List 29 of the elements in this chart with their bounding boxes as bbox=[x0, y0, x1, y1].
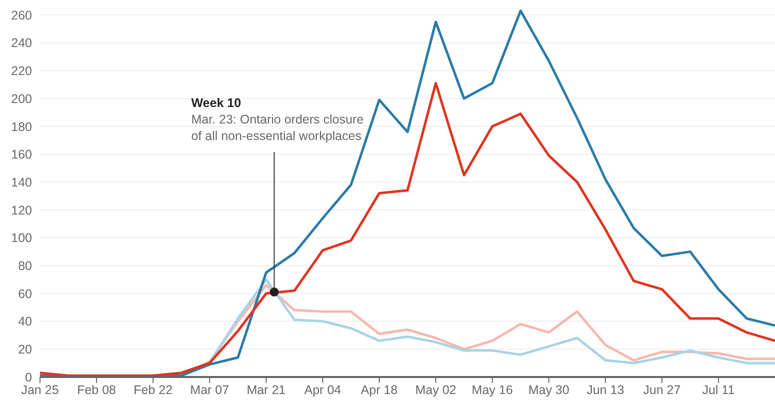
y-tick-label: 40 bbox=[18, 314, 32, 329]
y-tick-label: 200 bbox=[11, 92, 32, 106]
y-tick-label: 240 bbox=[11, 36, 32, 50]
y-tick-label: 260 bbox=[11, 8, 32, 22]
y-tick-label: 120 bbox=[11, 203, 32, 218]
y-tick-label: 0 bbox=[25, 370, 32, 384]
y-tick-label: 160 bbox=[11, 148, 32, 162]
x-tick-label: Apr 18 bbox=[360, 382, 398, 397]
y-tick-label: 20 bbox=[18, 342, 32, 357]
x-tick-label: Mar 07 bbox=[190, 382, 230, 397]
x-tick-label: Jun 13 bbox=[586, 382, 624, 397]
x-tick-label: May 02 bbox=[415, 382, 456, 397]
x-tick-label: May 30 bbox=[528, 382, 570, 397]
y-tick-label: 180 bbox=[11, 120, 32, 134]
x-tick-label: May 16 bbox=[472, 382, 513, 397]
x-tick-label: Mar 21 bbox=[246, 382, 286, 397]
x-tick-label: Jan 25 bbox=[21, 382, 59, 397]
callout-pointer: Week 10 Mar. 23: Ontario orders closure of all non-essential workplaces bbox=[191, 96, 364, 297]
y-tick-label: 80 bbox=[18, 259, 32, 274]
x-tick-label: Feb 22 bbox=[134, 382, 173, 397]
y-tick-label: 220 bbox=[11, 64, 32, 78]
y-tick-label: 140 bbox=[11, 175, 32, 190]
y-tick-label: 60 bbox=[18, 286, 32, 301]
x-tick-label: Apr 04 bbox=[304, 382, 342, 397]
y-tick-label: 100 bbox=[11, 231, 32, 246]
x-tick-label: Jul 11 bbox=[702, 382, 735, 397]
x-tick-label: Feb 08 bbox=[77, 382, 116, 397]
x-tick-label: Jun 27 bbox=[643, 382, 681, 397]
annotation: Week 10 Mar. 23: Ontario orders closure of all non-essential workplaces bbox=[191, 96, 364, 144]
